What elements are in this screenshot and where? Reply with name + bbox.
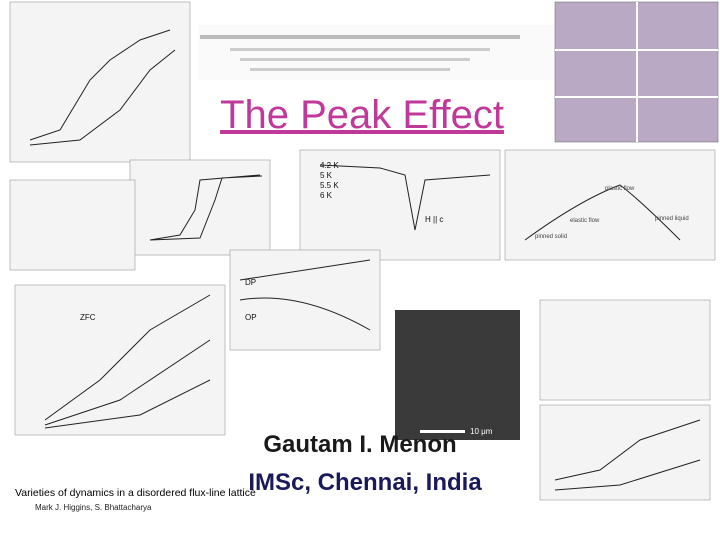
op-label: OP bbox=[245, 313, 257, 322]
clippings bbox=[9, 1, 719, 501]
left-figure bbox=[9, 179, 136, 271]
text-line bbox=[230, 48, 490, 51]
phase-label: pinned liquid bbox=[655, 216, 689, 222]
top-left-figure bbox=[9, 1, 191, 163]
temperature-label: 4.2 K bbox=[320, 161, 339, 170]
r-vs-field-figure bbox=[299, 149, 501, 261]
curves bbox=[554, 419, 701, 491]
paper-title: Varieties of dynamics in a disordered fl… bbox=[15, 487, 256, 499]
curves bbox=[149, 174, 263, 241]
phase-boundary bbox=[524, 184, 681, 241]
text-line bbox=[200, 35, 520, 39]
field-direction: H || c bbox=[425, 215, 443, 224]
phase-label: plastic flow bbox=[605, 186, 635, 192]
temperature-label: 5 K bbox=[320, 171, 333, 180]
paper-header bbox=[198, 25, 558, 80]
temperature-label: 6 K bbox=[320, 191, 333, 200]
phase-diagram bbox=[504, 149, 716, 261]
right-figure-a bbox=[539, 299, 711, 401]
affiliation: IMSc, Chennai, India bbox=[248, 469, 482, 496]
phase-label: pinned solid bbox=[535, 234, 567, 240]
dp-op-figure bbox=[229, 249, 381, 351]
dp-label: DP bbox=[245, 278, 256, 287]
zfc-label: ZFC bbox=[80, 313, 96, 322]
resistance-figure bbox=[129, 159, 271, 256]
curves bbox=[319, 164, 491, 231]
author: Gautam I. Menon bbox=[263, 431, 456, 458]
scale-bar: 10 μm bbox=[470, 427, 493, 436]
phase-label: elastic flow bbox=[570, 218, 600, 224]
vortex-image bbox=[395, 310, 520, 440]
text-line bbox=[240, 58, 470, 61]
curves bbox=[239, 259, 371, 331]
slide-title: The Peak Effect bbox=[220, 93, 504, 137]
curves bbox=[29, 29, 176, 146]
curves bbox=[44, 294, 211, 429]
temperature-label: 5.5 K bbox=[320, 181, 339, 190]
right-figure-b bbox=[539, 404, 711, 501]
text-line bbox=[250, 68, 450, 71]
paper-authors: Mark J. Higgins, S. Bhattacharya bbox=[35, 503, 152, 512]
